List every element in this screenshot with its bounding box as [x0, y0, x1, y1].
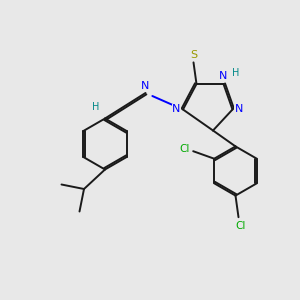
Text: H: H	[232, 68, 239, 78]
Text: H: H	[92, 102, 99, 112]
Text: S: S	[190, 50, 198, 60]
Text: N: N	[141, 81, 150, 92]
Text: N: N	[172, 104, 181, 115]
Text: Cl: Cl	[236, 220, 246, 231]
Text: Cl: Cl	[179, 144, 189, 154]
Text: N: N	[235, 104, 243, 115]
Text: N: N	[219, 71, 228, 81]
